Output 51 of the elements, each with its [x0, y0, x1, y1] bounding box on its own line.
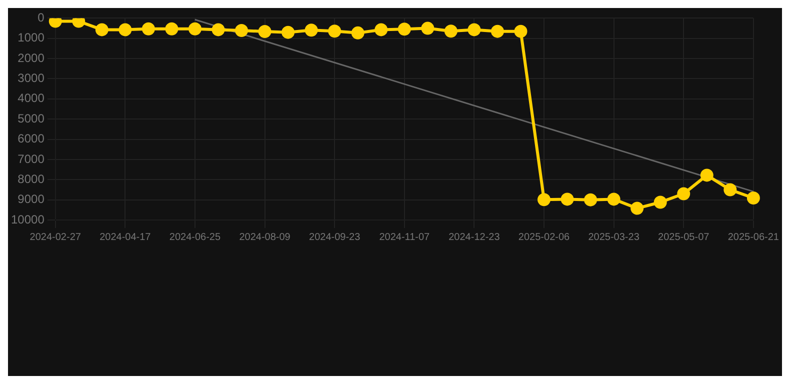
- point: [95, 23, 108, 36]
- y-tick-label: 2000: [18, 50, 45, 65]
- x-tick-label: 2024-11-07: [379, 232, 430, 243]
- y-tick-label: 6000: [18, 132, 45, 146]
- point: [165, 22, 178, 36]
- x-tick-label: 2024-04-17: [100, 232, 152, 243]
- point: [746, 192, 760, 205]
- y-tick-label: 9000: [18, 192, 45, 206]
- point: [607, 192, 620, 206]
- point: [560, 192, 574, 206]
- y-tick-label: 0: [38, 10, 45, 25]
- x-tick-label: 2024-08-09: [239, 232, 291, 243]
- point: [142, 22, 155, 36]
- point: [188, 22, 202, 36]
- point: [444, 24, 458, 38]
- x-tick-label: 2025-05-07: [658, 232, 710, 243]
- x-tick-label: 2024-09-23: [309, 232, 361, 243]
- y-tick-label: 1000: [18, 30, 45, 45]
- y-tick-label: 3000: [18, 71, 45, 86]
- point: [351, 26, 364, 40]
- x-tick-label: 2025-03-23: [588, 232, 640, 243]
- point: [630, 202, 644, 215]
- point: [468, 23, 481, 36]
- point: [490, 24, 504, 38]
- point: [328, 24, 342, 38]
- point: [724, 183, 737, 196]
- x-tick-label: 2025-06-21: [728, 232, 780, 243]
- y-tick-label: 7000: [18, 152, 45, 166]
- point: [700, 168, 714, 182]
- y-tick-label: 8000: [18, 172, 45, 186]
- y-tick-label: 4000: [18, 91, 45, 106]
- point: [421, 22, 434, 35]
- point: [654, 196, 667, 209]
- point: [282, 26, 295, 39]
- point: [398, 22, 411, 36]
- x-tick-label: 2024-02-27: [30, 232, 82, 243]
- x-tick-label: 2024-12-23: [448, 232, 500, 243]
- point: [212, 23, 225, 36]
- point: [258, 25, 272, 38]
- y-tick-label: 5000: [18, 111, 45, 126]
- point: [584, 193, 598, 206]
- x-tick-label: 2025-02-06: [518, 232, 570, 243]
- point: [677, 187, 690, 200]
- point: [538, 193, 551, 206]
- x-tick-label: 2024-06-25: [169, 232, 221, 243]
- point: [118, 23, 132, 36]
- y-tick-label: 10000: [10, 212, 45, 226]
- point: [514, 24, 528, 38]
- point: [235, 24, 248, 38]
- point: [374, 23, 388, 36]
- point: [304, 24, 318, 37]
